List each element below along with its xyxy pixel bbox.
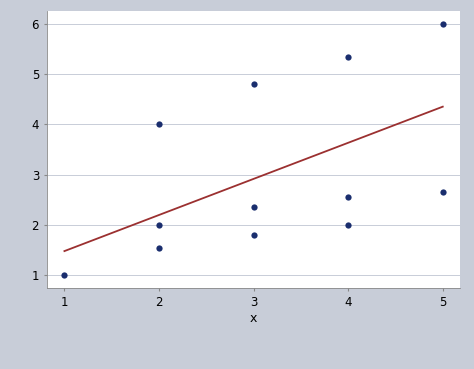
Point	[155, 222, 163, 228]
Point	[155, 121, 163, 127]
Point	[155, 245, 163, 251]
Point	[61, 272, 68, 278]
X-axis label: x: x	[250, 312, 257, 325]
Point	[439, 189, 447, 195]
Point	[250, 232, 257, 238]
Point	[345, 54, 352, 60]
Point	[250, 81, 257, 87]
Point	[345, 194, 352, 200]
Point	[439, 21, 447, 27]
Point	[250, 204, 257, 210]
Point	[345, 222, 352, 228]
